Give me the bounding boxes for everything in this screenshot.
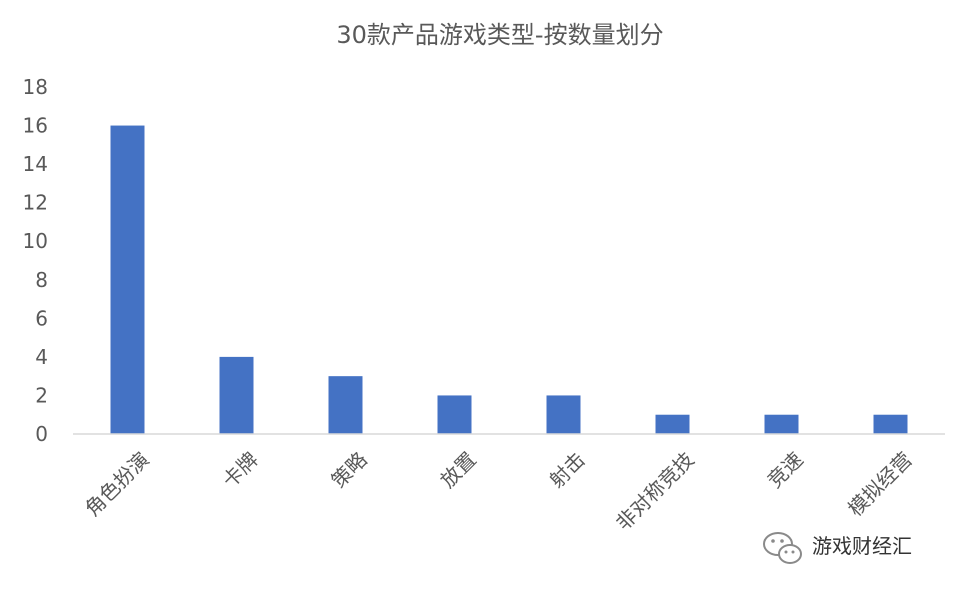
watermark: 游戏财经汇 [763, 532, 912, 564]
bar [546, 395, 581, 434]
x-axis-labels: 角色扮演 卡牌 策略 放置 射击 非对称竞技 竞速 模拟经营 [80, 447, 917, 535]
x-category-label: 模拟经营 [843, 447, 917, 521]
x-category-label: 放置 [436, 447, 481, 492]
y-tick-label: 2 [35, 383, 48, 407]
bar [873, 414, 908, 434]
wechat-icon [763, 532, 802, 564]
x-category-label: 竞速 [763, 447, 808, 492]
x-category-label: 射击 [545, 447, 590, 492]
bar [764, 414, 799, 434]
y-tick-label: 6 [35, 306, 48, 330]
y-axis-ticks: 0 2 4 6 8 10 12 14 16 18 [23, 75, 48, 446]
x-category-label: 角色扮演 [80, 447, 154, 521]
y-tick-label: 0 [35, 422, 48, 446]
y-tick-label: 4 [35, 345, 48, 369]
y-tick-label: 10 [23, 229, 48, 253]
bar [219, 356, 254, 434]
bar [328, 376, 363, 434]
y-tick-label: 8 [35, 268, 48, 292]
y-tick-label: 16 [23, 114, 48, 138]
chart-title: 30款产品游戏类型-按数量划分 [336, 21, 663, 49]
watermark-text: 游戏财经汇 [812, 534, 912, 558]
x-category-label: 策略 [327, 447, 372, 492]
y-tick-label: 18 [23, 75, 48, 99]
x-category-label: 非对称竞技 [611, 447, 699, 535]
bar [655, 414, 690, 434]
x-category-label: 卡牌 [218, 447, 263, 492]
bars [110, 125, 908, 435]
y-tick-label: 14 [23, 152, 48, 176]
bar [110, 125, 145, 435]
y-tick-label: 12 [23, 191, 48, 215]
bar [437, 395, 472, 434]
